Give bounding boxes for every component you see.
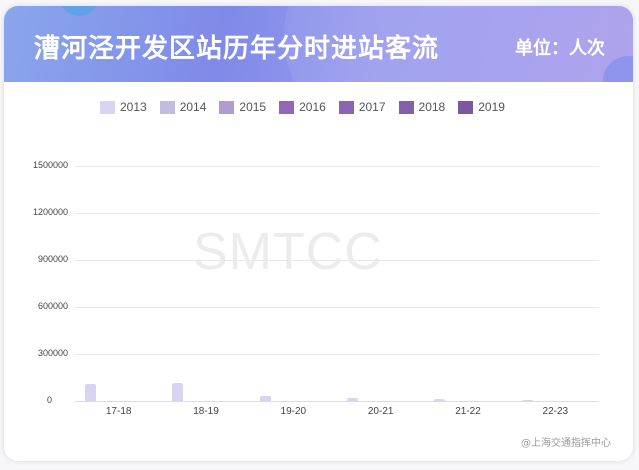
unit-label: 单位：人次 bbox=[515, 38, 605, 59]
x-tick-label: 22-23 bbox=[542, 406, 569, 417]
legend-label: 2016 bbox=[299, 100, 326, 114]
legend-swatch bbox=[279, 100, 295, 114]
legend-swatch bbox=[398, 100, 414, 114]
legend-swatch bbox=[338, 100, 354, 114]
legend-label: 2017 bbox=[358, 100, 386, 114]
gridline bbox=[75, 166, 599, 167]
y-tick-label: 300000 bbox=[37, 348, 68, 358]
y-tick-label: 1200000 bbox=[32, 207, 68, 217]
legend-item-2016[interactable]: 2016 bbox=[279, 100, 326, 114]
gridline bbox=[75, 213, 599, 214]
gridline bbox=[75, 260, 599, 261]
chart-header: 漕河泾开发区站历年分时进站客流 单位：人次 bbox=[4, 6, 633, 82]
legend-item-2015[interactable]: 2015 bbox=[219, 100, 266, 114]
gridline bbox=[75, 354, 599, 355]
legend-item-2018[interactable]: 2018 bbox=[398, 100, 446, 114]
legend-label: 2018 bbox=[418, 100, 446, 114]
x-tick-label: 20-21 bbox=[367, 406, 394, 417]
y-tick-label: 600000 bbox=[37, 301, 68, 311]
source-credit: @上海交通指挥中心 bbox=[521, 438, 611, 449]
legend-item-2017[interactable]: 2017 bbox=[338, 100, 386, 114]
legend-swatch bbox=[159, 100, 175, 114]
legend-label: 2013 bbox=[120, 100, 147, 114]
legend-swatch bbox=[458, 100, 474, 114]
x-tick-label: 18-19 bbox=[193, 406, 219, 417]
decor-circle bbox=[59, 6, 99, 16]
y-tick-label: 0 bbox=[46, 395, 52, 405]
x-tick-label: 19-20 bbox=[280, 406, 307, 417]
y-tick-label: 1500000 bbox=[32, 160, 68, 170]
chart-legend: 2013 2014 2015 2016 2017 2018 2019 bbox=[100, 100, 518, 114]
watermark: SMTCC bbox=[193, 223, 383, 281]
bar-2013-21-22[interactable] bbox=[434, 398, 446, 401]
gridline bbox=[75, 307, 599, 308]
legend-swatch bbox=[100, 100, 115, 114]
legend-item-2019[interactable]: 2019 bbox=[458, 100, 505, 114]
bar-2013-18-19[interactable] bbox=[172, 382, 184, 401]
legend-item-2013[interactable]: 2013 bbox=[100, 100, 147, 114]
bar-2013-19-20[interactable] bbox=[259, 395, 271, 401]
chart-title: 漕河泾开发区站历年分时进站客流 bbox=[34, 34, 440, 64]
legend-item-2014[interactable]: 2014 bbox=[159, 100, 207, 114]
legend-label: 2019 bbox=[478, 100, 505, 114]
legend-label: 2015 bbox=[239, 100, 267, 114]
gridline bbox=[75, 401, 599, 402]
y-tick-label: 900000 bbox=[37, 254, 68, 264]
legend-swatch bbox=[219, 100, 235, 114]
chart-card: 漕河泾开发区站历年分时进站客流 单位：人次 bbox=[4, 6, 633, 461]
x-tick-label: 21-22 bbox=[455, 406, 481, 417]
x-tick-label: 17-18 bbox=[105, 406, 132, 417]
decor-circle bbox=[284, 6, 633, 82]
bar-2013-20-21[interactable] bbox=[347, 398, 358, 401]
bar-2013-17-18[interactable] bbox=[85, 384, 96, 401]
bar-2013-22-23[interactable] bbox=[521, 400, 533, 401]
legend-label: 2014 bbox=[179, 100, 207, 114]
